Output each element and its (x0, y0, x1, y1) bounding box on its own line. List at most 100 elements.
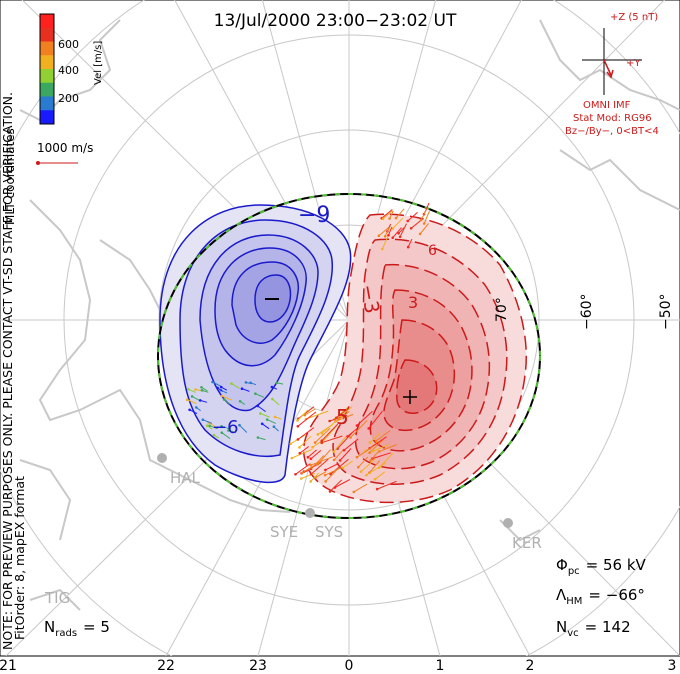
imf-source-label: OMNI IMF (583, 100, 631, 111)
velocity-vector-origin (341, 466, 345, 470)
velocity-vector (373, 444, 389, 452)
velocity-vector-origin (296, 419, 299, 422)
velocity-vector-origin (337, 417, 340, 421)
contour-label-6: 6 (428, 243, 437, 259)
velocity-vector-origin (265, 418, 269, 421)
station-hal-marker (157, 453, 167, 463)
velocity-vector-origin (216, 386, 219, 390)
velocity-scale-label: 1000 m/s (37, 141, 93, 155)
mlt-axis-labels: 21 22 23 0 1 2 3 (0, 658, 676, 674)
mlt-label-22: 22 (157, 658, 175, 674)
velocity-vector-origin (220, 425, 223, 428)
velocity-vector (297, 409, 309, 421)
velocity-vector-origin (290, 456, 294, 460)
velocity-vector-origin (381, 217, 385, 221)
velocity-vector-origin (185, 398, 189, 402)
velocity-vector-origin (332, 450, 336, 454)
velocity-vector-origin (352, 490, 356, 494)
velocity-vector-origin (377, 234, 381, 237)
imf-vector (603, 59, 612, 76)
plot-frame (0, 0, 680, 657)
velocity-vector (339, 406, 353, 418)
coordinates-label: MLT coordinates (3, 128, 17, 225)
velocity-vector-origin (238, 400, 242, 403)
velocity-vector-origin (381, 247, 384, 251)
velocity-vector (339, 448, 352, 461)
velocity-vector-origin (238, 423, 241, 427)
velocity-scale-origin (36, 161, 40, 165)
station-ker-label: KER (512, 534, 542, 552)
velocity-vector-origin (211, 380, 214, 384)
velocity-vector (356, 410, 373, 426)
velocity-vector (221, 425, 231, 430)
velocity-vector (399, 223, 407, 238)
velocity-vector-origin (391, 236, 395, 239)
imf-arrow-icon (606, 69, 614, 79)
imf-z-label: +Z (5 nT) (610, 12, 658, 23)
velocity-vector (291, 448, 313, 459)
velocity-vector (257, 405, 266, 413)
velocity-vector-origin (333, 486, 337, 489)
velocity-vector-origin (324, 480, 327, 483)
chart-title: 13/Jul/2000 23:00−23:02 UT (214, 11, 457, 31)
velocity-vector (353, 483, 368, 493)
contour-label-neg3: −3 (356, 282, 385, 315)
velocity-vector-origin (187, 388, 190, 391)
lat-label-70: 70° (494, 297, 510, 322)
velocity-vector-origin (324, 468, 327, 472)
velocity-vector-origin (296, 438, 300, 441)
velocity-vector-origin (270, 385, 274, 389)
velocity-vector (299, 435, 312, 448)
velocity-vector-origin (256, 404, 260, 408)
velocity-vector-origin (320, 432, 324, 435)
velocity-vector-origin (212, 433, 216, 437)
radar-stations: HAL SYE SYS KER TIG (44, 453, 542, 607)
velocity-vector-origin (200, 386, 203, 389)
velocity-vector (212, 381, 222, 387)
velocity-vector-origin (422, 222, 426, 225)
velocity-vector (350, 419, 368, 438)
contour-labels: −9 −6 −3 3 6 5 (212, 203, 437, 438)
colorbar-swatch (40, 55, 54, 70)
velocity-vector (261, 423, 270, 430)
lat-label-60: −60° (579, 293, 595, 330)
velocity-vector (239, 424, 248, 433)
velocity-vector (260, 412, 270, 418)
velocity-vector (305, 410, 329, 420)
velocity-vector (370, 450, 380, 461)
velocity-vector (321, 435, 343, 444)
velocity-vector (381, 209, 393, 219)
velocity-vector (310, 450, 322, 460)
velocity-vector-origin (335, 416, 338, 420)
velocity-vector (325, 463, 339, 471)
velocity-vector (304, 408, 316, 416)
velocity-vector-origin (323, 473, 327, 477)
positive-potential-cell (303, 213, 528, 504)
velocity-vector (295, 463, 311, 475)
velocity-vector-origin (406, 219, 410, 223)
velocity-vector-origin (309, 463, 313, 467)
velocity-vector-origin (188, 408, 191, 412)
colorbar-swatch (40, 69, 54, 84)
velocity-vector (384, 227, 390, 237)
velocity-vector (333, 436, 347, 453)
imf-condition-label: Bz−/By−, 0<BT<4 (565, 126, 659, 137)
velocity-vector (312, 438, 326, 448)
contour-label-3: 3 (408, 293, 418, 312)
velocity-vector (338, 411, 350, 420)
velocity-vector-origin (320, 439, 324, 443)
velocity-vector (325, 469, 337, 482)
velocity-vector (321, 425, 338, 444)
latitude-labels: 70° −60° −50° (494, 293, 674, 330)
velocity-vector (231, 383, 240, 389)
stat-n-vc: Nvc = 142 (556, 618, 631, 639)
velocity-vector (379, 444, 397, 452)
velocity-vector (369, 439, 384, 454)
velocity-vector-origin (309, 457, 313, 461)
velocity-vector (255, 393, 265, 398)
colorbar-swatch (40, 96, 54, 111)
velocity-vector-origin (367, 427, 371, 430)
velocity-vector-origin (373, 477, 377, 481)
mlt-label-1: 1 (436, 658, 445, 674)
